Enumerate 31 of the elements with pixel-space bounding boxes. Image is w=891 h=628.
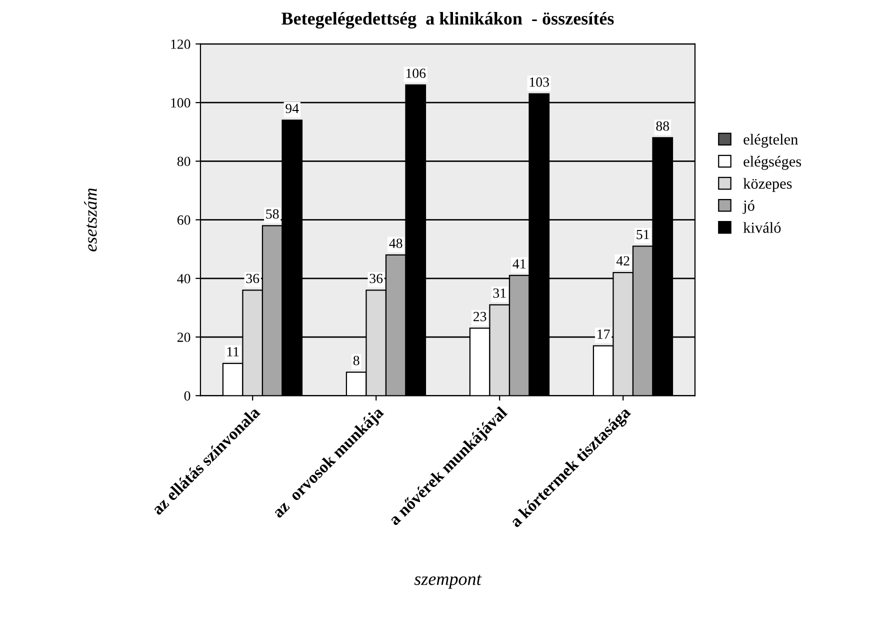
y-tick-label: 60 — [177, 215, 190, 225]
legend-label: elégséges — [744, 156, 802, 170]
y-axis-title: esetszám — [84, 188, 97, 252]
data-label: 23 — [474, 312, 486, 322]
legend-label: közepes — [743, 178, 792, 192]
data-label: 36 — [246, 274, 260, 284]
data-label: 8 — [353, 356, 360, 366]
y-tick-label: 80 — [177, 156, 190, 166]
y-tick-label: 20 — [177, 332, 190, 342]
data-label: 31 — [493, 288, 506, 298]
y-tick-label: 0 — [184, 391, 190, 401]
data-label: 41 — [512, 259, 526, 268]
chart-title: Betegelégedettség a klinikákon - összesítés — [282, 12, 614, 28]
legend-label: kiváló — [743, 222, 781, 233]
legend-label: elégtelen — [744, 134, 798, 148]
data-label: 42 — [616, 256, 630, 266]
legend-label: jó — [742, 200, 754, 214]
y-tick-label: 40 — [177, 274, 190, 284]
data-label: 103 — [530, 77, 549, 87]
data-label: 58 — [266, 209, 279, 219]
y-tick-label: 120 — [171, 40, 190, 49]
y-tick-label: 100 — [171, 98, 190, 108]
data-label: 36 — [370, 274, 383, 284]
data-label: 17 — [598, 330, 610, 339]
data-label: 51 — [636, 230, 649, 240]
x-axis-title: szempont — [414, 574, 482, 589]
data-label: 106 — [406, 68, 426, 78]
data-label: 48 — [389, 238, 402, 248]
data-label: 94 — [286, 104, 299, 114]
data-label: 88 — [656, 121, 670, 131]
data-label: 11 — [227, 347, 239, 356]
